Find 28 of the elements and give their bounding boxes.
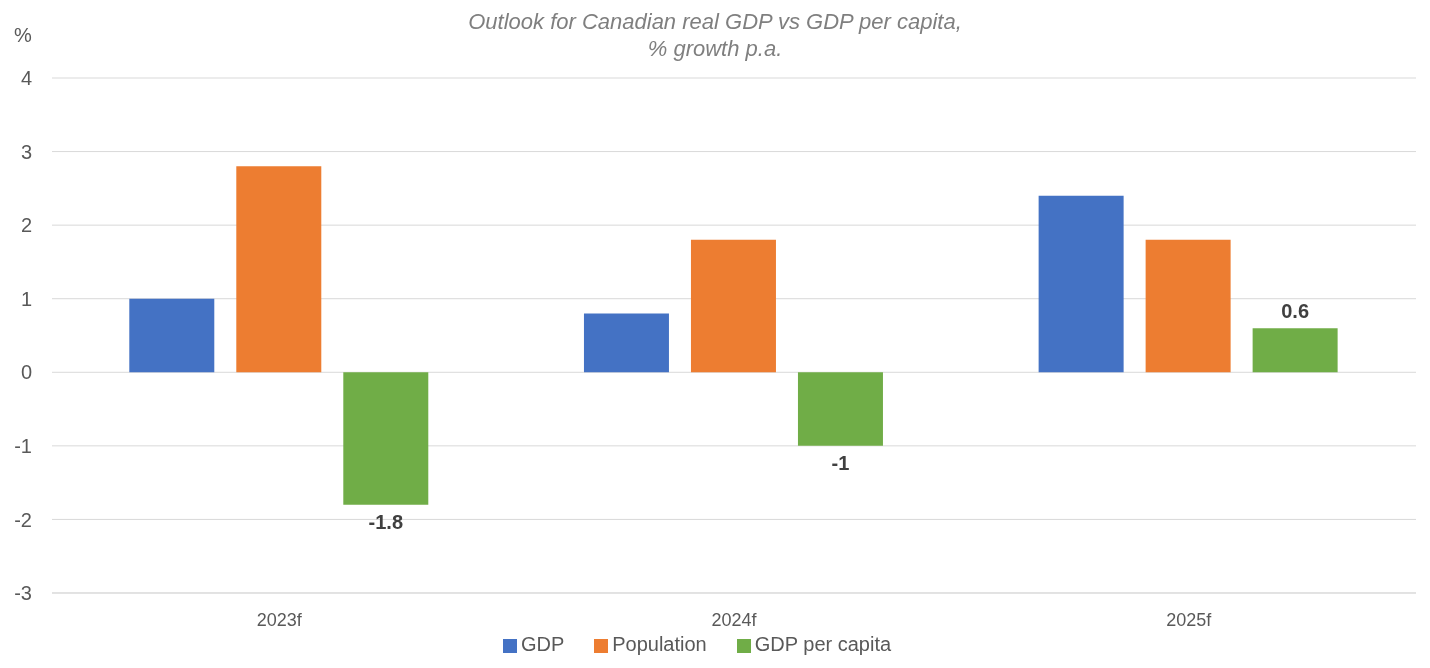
bar xyxy=(129,298,215,373)
bar xyxy=(1252,328,1338,373)
data-label: -1.8 xyxy=(368,510,404,533)
bar xyxy=(690,239,776,373)
bar xyxy=(1038,195,1124,373)
x-tick-label: 2024f xyxy=(711,609,758,630)
y-axis-title: % xyxy=(14,24,32,47)
x-tick-label: 2023f xyxy=(256,609,303,630)
legend-label: Population xyxy=(612,633,707,655)
chart-title: Outlook for Canadian real GDP vs GDP per capita, % growth p.a. xyxy=(468,9,962,61)
y-tick-label: 2 xyxy=(20,214,32,237)
y-tick-label: -3 xyxy=(14,582,32,605)
legend-label: GDP per capita xyxy=(754,633,892,655)
y-tick-label: 3 xyxy=(20,140,32,163)
legend-label: GDP xyxy=(520,633,565,655)
y-tick-label: 1 xyxy=(20,287,32,310)
data-label: 0.6 xyxy=(1281,300,1310,323)
y-tick-label: 4 xyxy=(20,67,32,90)
bar xyxy=(343,372,429,505)
bar xyxy=(583,313,669,373)
bar xyxy=(236,166,322,373)
bar xyxy=(1145,239,1231,373)
x-tick-label: 2025f xyxy=(1166,609,1213,630)
bar xyxy=(797,372,883,446)
y-tick-label: -1 xyxy=(14,434,32,457)
y-tick-label: -2 xyxy=(14,508,32,531)
y-tick-label: 0 xyxy=(20,361,32,384)
data-label: -1 xyxy=(831,451,850,474)
